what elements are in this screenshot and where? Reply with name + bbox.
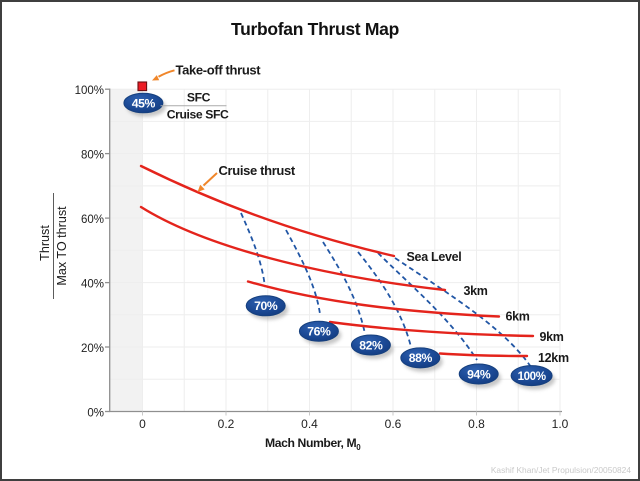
svg-text:9km: 9km [540, 330, 564, 344]
svg-text:Thrust: Thrust [38, 225, 52, 261]
svg-text:0.6: 0.6 [385, 417, 402, 431]
svg-text:Max TO thrust: Max TO thrust [55, 206, 69, 286]
svg-text:1.0: 1.0 [552, 417, 569, 431]
svg-text:45%: 45% [132, 96, 156, 110]
svg-text:Cruise SFC: Cruise SFC [167, 107, 229, 121]
svg-text:100%: 100% [518, 370, 546, 383]
svg-text:SFC: SFC [187, 90, 211, 104]
svg-text:0.8: 0.8 [468, 417, 485, 431]
svg-text:Sea Level: Sea Level [407, 250, 462, 264]
svg-text:70%: 70% [254, 299, 278, 313]
svg-text:12km: 12km [538, 351, 569, 365]
svg-text:Take-off thrust: Take-off thrust [176, 62, 262, 77]
svg-text:88%: 88% [409, 351, 433, 365]
svg-text:20%: 20% [81, 343, 104, 355]
svg-text:82%: 82% [359, 338, 383, 352]
svg-text:94%: 94% [467, 367, 491, 381]
svg-text:6km: 6km [506, 310, 530, 324]
svg-text:40%: 40% [81, 278, 104, 290]
svg-text:Mach Number, M0: Mach Number, M0 [265, 436, 361, 452]
svg-text:100%: 100% [75, 85, 104, 97]
svg-text:0.2: 0.2 [218, 417, 235, 431]
svg-text:80%: 80% [81, 149, 104, 161]
svg-text:0: 0 [139, 417, 146, 431]
svg-text:60%: 60% [81, 214, 104, 226]
svg-text:Cruise thrust: Cruise thrust [219, 163, 296, 178]
svg-text:3km: 3km [464, 284, 488, 298]
svg-text:0.4: 0.4 [301, 417, 318, 431]
svg-text:0%: 0% [87, 407, 104, 419]
svg-text:76%: 76% [307, 325, 331, 339]
svg-text:Kashif Khan/Jet Propulsion/200: Kashif Khan/Jet Propulsion/20050824 [491, 465, 631, 475]
svg-text:Turbofan Thrust Map: Turbofan Thrust Map [231, 19, 399, 39]
